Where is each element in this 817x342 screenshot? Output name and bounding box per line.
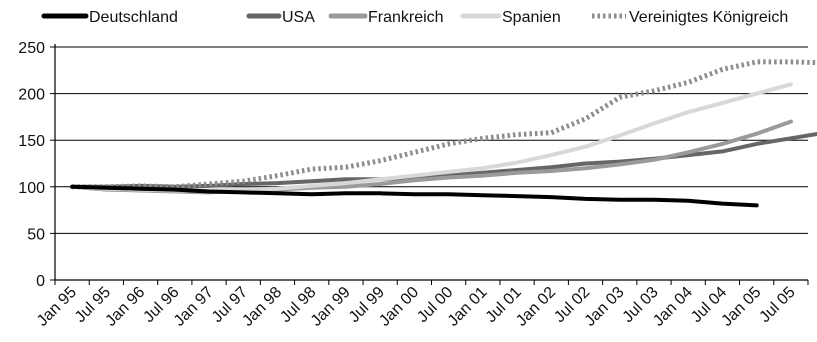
y-tick-label: 250 bbox=[18, 40, 45, 57]
series-line-spanien bbox=[70, 82, 793, 193]
x-tick-label: Jan 02 bbox=[513, 284, 559, 330]
series-line-deutschland bbox=[70, 184, 759, 208]
y-tick-label: 150 bbox=[18, 133, 45, 150]
x-tick-label: Jan 00 bbox=[376, 284, 422, 330]
x-tick-label: Jan 03 bbox=[582, 284, 628, 330]
x-tick-label: Jan 01 bbox=[445, 284, 491, 330]
y-axis-ticks: 0 50 100 150 200 250 bbox=[18, 40, 55, 290]
y-tick-label: 100 bbox=[18, 180, 45, 197]
x-tick-label: Jan 97 bbox=[171, 284, 217, 330]
legend-label-deutschland: Deutschland bbox=[89, 9, 178, 26]
legend-label-frankreich: Frankreich bbox=[368, 9, 444, 26]
x-tick-label: Jan 95 bbox=[34, 284, 80, 330]
axes bbox=[54, 44, 808, 281]
legend: Deutschland USA Frankreich Spanien Vereinigt… bbox=[41, 9, 788, 26]
y-tick-label: 0 bbox=[36, 273, 45, 290]
gridlines bbox=[55, 46, 808, 234]
y-tick-label: 50 bbox=[27, 226, 45, 243]
x-tick-label: Jan 99 bbox=[308, 284, 354, 330]
legend-label-usa: USA bbox=[282, 9, 315, 26]
series-lines bbox=[70, 59, 817, 208]
x-tick-label: Jan 05 bbox=[718, 284, 764, 330]
x-tick-label: Jan 96 bbox=[102, 284, 148, 330]
legend-label-spanien: Spanien bbox=[502, 9, 561, 26]
x-tick-label: Jan 04 bbox=[650, 284, 696, 330]
legend-label-vereinigtes-konigreich: Vereinigtes Königreich bbox=[629, 9, 788, 26]
y-tick-label: 200 bbox=[18, 87, 45, 104]
x-tick-label: Jan 98 bbox=[239, 284, 285, 330]
series-line-vereinigtes-konigreich bbox=[72, 59, 817, 190]
x-tick-label: Jul 05 bbox=[756, 284, 798, 326]
